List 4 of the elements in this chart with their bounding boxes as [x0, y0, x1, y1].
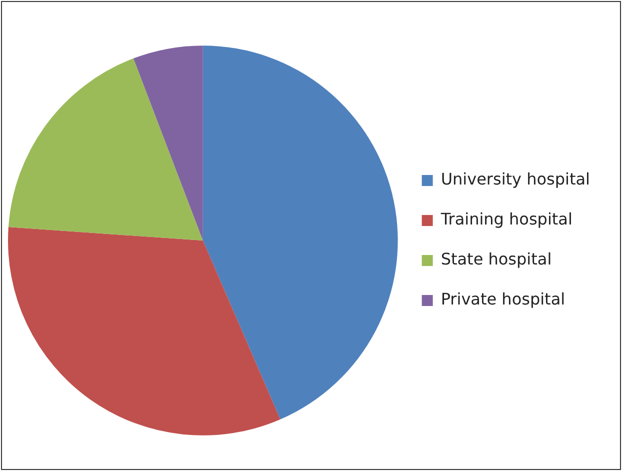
legend-label: Training hospital	[440, 210, 572, 229]
legend-label: University hospital	[440, 170, 590, 189]
legend-label: Private hospital	[440, 290, 566, 309]
legend-label: State hospital	[440, 250, 552, 269]
